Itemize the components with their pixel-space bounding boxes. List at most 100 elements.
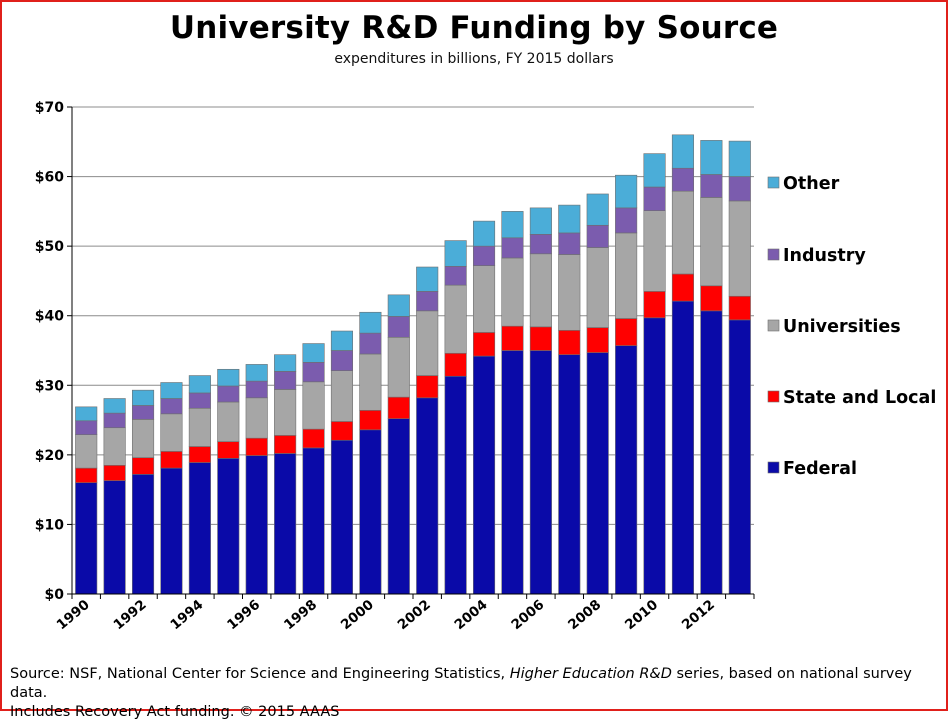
chart-title: University R&D Funding by Source bbox=[169, 10, 779, 46]
bar-segment-universities bbox=[416, 310, 439, 376]
bar-segment-federal bbox=[615, 345, 638, 595]
bar-segment-industry bbox=[131, 405, 155, 420]
legend-swatch-industry bbox=[767, 248, 780, 261]
bar-segment-federal bbox=[558, 354, 581, 595]
x-tick-label: 1992 bbox=[111, 597, 150, 633]
bar-segment-state-and-local bbox=[188, 446, 211, 463]
bar-segment-industry bbox=[387, 316, 410, 338]
bar-segment-universities bbox=[586, 247, 609, 328]
bar-segment-federal bbox=[643, 317, 666, 595]
bar-segment-state-and-local bbox=[274, 435, 297, 454]
bar-segment-other bbox=[103, 398, 126, 414]
bar-segment-other bbox=[615, 174, 638, 209]
bar-segment-universities bbox=[615, 232, 638, 319]
x-tick-label: 2000 bbox=[338, 597, 377, 633]
bar-segment-industry bbox=[472, 245, 496, 266]
legend-swatch-state-and-local bbox=[767, 390, 780, 403]
x-tick-label: 1994 bbox=[167, 597, 206, 633]
bar-segment-state-and-local bbox=[586, 327, 609, 353]
bar-segment-federal bbox=[728, 319, 751, 595]
y-tick-label: $30 bbox=[35, 378, 64, 394]
y-tick-label: $50 bbox=[35, 239, 64, 255]
bar-segment-other bbox=[188, 375, 211, 394]
bar-segment-industry bbox=[245, 380, 268, 399]
bar-segment-federal bbox=[586, 352, 609, 595]
bar-segment-industry bbox=[188, 392, 211, 409]
bar-segment-industry bbox=[217, 385, 240, 403]
bar-segment-state-and-local bbox=[245, 437, 268, 456]
bar-segment-state-and-local bbox=[615, 318, 638, 346]
bar-segment-universities bbox=[387, 336, 410, 398]
legend-label: State and Local bbox=[783, 388, 936, 408]
bar-segment-other bbox=[529, 207, 552, 235]
bar-segment-federal bbox=[188, 462, 211, 595]
bar-segment-other bbox=[245, 364, 268, 382]
bar-segment-state-and-local bbox=[444, 352, 467, 377]
bar-segment-industry bbox=[558, 232, 581, 255]
x-tick-label: 2010 bbox=[622, 597, 661, 633]
bar-segment-industry bbox=[274, 371, 297, 390]
bar-segment-universities bbox=[217, 401, 240, 442]
bar-segment-federal bbox=[75, 482, 98, 595]
legend-label: Other bbox=[783, 174, 840, 194]
y-tick-label: $20 bbox=[35, 448, 64, 464]
bar-segment-industry bbox=[302, 362, 325, 383]
bar-segment-universities bbox=[359, 353, 382, 411]
bar-segment-state-and-local bbox=[160, 451, 183, 469]
bar-segment-other bbox=[472, 220, 496, 247]
x-tick-label: 2008 bbox=[565, 597, 604, 633]
bar-segment-other bbox=[330, 330, 354, 351]
bar-segment-industry bbox=[160, 398, 183, 415]
bar-segment-industry bbox=[501, 237, 524, 259]
bar-segment-industry bbox=[359, 332, 382, 355]
bar-segment-federal bbox=[131, 474, 155, 595]
bar-segment-other bbox=[387, 294, 410, 317]
bar-segment-state-and-local bbox=[330, 421, 354, 441]
bar-segment-federal bbox=[444, 375, 467, 595]
bar-segment-universities bbox=[529, 253, 552, 328]
bar-segment-universities bbox=[160, 413, 183, 452]
bar-segment-other bbox=[217, 368, 240, 387]
bar-segment-industry bbox=[643, 186, 666, 211]
bar-segment-state-and-local bbox=[472, 332, 496, 357]
bar-segment-industry bbox=[330, 350, 354, 371]
bar-segment-federal bbox=[245, 455, 268, 595]
bar-segment-universities bbox=[302, 381, 325, 430]
bar-segment-universities bbox=[700, 197, 723, 287]
legend-label: Universities bbox=[783, 317, 901, 337]
x-tick-label: 2006 bbox=[508, 597, 547, 633]
bar-segment-other bbox=[643, 153, 666, 188]
bar-segment-state-and-local bbox=[700, 285, 723, 312]
bar-segment-state-and-local bbox=[302, 428, 325, 449]
bar-segment-other bbox=[302, 343, 325, 363]
bar-segment-other bbox=[131, 389, 155, 406]
bar-segment-state-and-local bbox=[728, 295, 751, 321]
bar-segment-state-and-local bbox=[671, 273, 695, 302]
bar-segment-federal bbox=[416, 397, 439, 595]
bar-segment-universities bbox=[330, 370, 354, 422]
bar-segment-universities bbox=[643, 210, 666, 292]
bar-segment-universities bbox=[103, 427, 126, 466]
source-prefix: Source: NSF, National Center for Science… bbox=[10, 666, 510, 682]
bar-segment-federal bbox=[160, 467, 183, 595]
bar-segment-industry bbox=[728, 176, 751, 202]
bar-segment-other bbox=[728, 140, 751, 177]
bar-segment-universities bbox=[131, 419, 155, 458]
bar-segment-state-and-local bbox=[131, 457, 155, 475]
bar-segment-other bbox=[274, 354, 297, 372]
bar-segment-state-and-local bbox=[501, 325, 524, 351]
bar-segment-industry bbox=[671, 167, 695, 192]
bar-segment-universities bbox=[444, 284, 467, 354]
bar-segment-state-and-local bbox=[416, 375, 439, 399]
legend-swatch-universities bbox=[767, 319, 780, 332]
bar-segment-other bbox=[501, 211, 524, 239]
bar-segment-state-and-local bbox=[359, 410, 382, 431]
source-suffix: series, based on national survey data. bbox=[10, 666, 912, 701]
bar-segment-state-and-local bbox=[217, 441, 240, 459]
bar-segment-federal bbox=[274, 453, 297, 595]
bar-segment-other bbox=[700, 140, 723, 175]
x-tick-label: 2004 bbox=[452, 597, 491, 633]
x-tick-label: 1998 bbox=[281, 597, 320, 633]
bar-segment-universities bbox=[558, 254, 581, 331]
